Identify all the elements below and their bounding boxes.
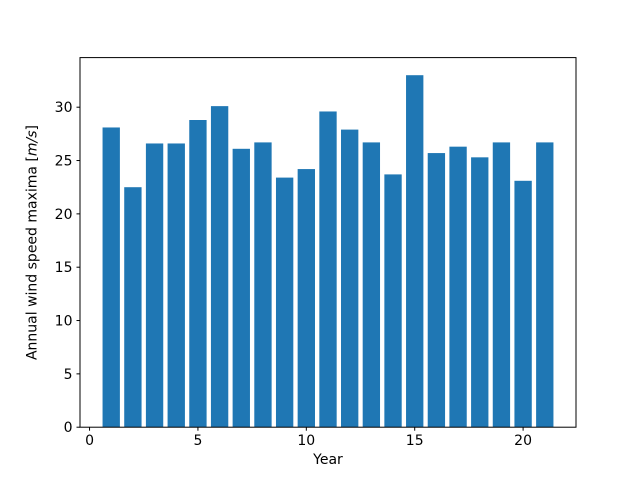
bar-year-10 [297,169,315,428]
bar-year-12 [341,129,359,428]
axes-frame [79,57,577,428]
bar-year-1 [102,127,120,428]
bar-year-11 [319,111,337,428]
y-axis-label-text: Annual wind speed maxima [ [24,156,41,361]
y-tick-label-30: 30 [55,100,73,116]
x-tick-label-10: 10 [297,433,315,449]
y-tick-label-0: 0 [64,420,73,436]
bar-year-20 [514,180,532,428]
bar-year-13 [362,142,381,428]
bar-year-3 [145,143,164,428]
y-tick-label-15: 15 [55,260,73,276]
bar-year-2 [124,187,142,428]
bar-year-8 [254,142,272,428]
y-axis-label: Annual wind speed maxima [m/s] [24,58,43,428]
bar-year-6 [210,106,229,428]
y-axis-label-units: m/s [24,130,41,157]
bar-year-18 [471,157,489,428]
x-axis-label: Year [313,452,343,468]
bar-year-5 [189,120,207,428]
bar-year-15 [406,75,424,428]
x-tick-label-0: 0 [85,433,94,449]
x-tick-label-15: 15 [406,433,424,449]
bar-year-16 [427,153,446,428]
bar-year-4 [167,143,185,428]
bar-year-17 [449,146,467,428]
y-tick-label-5: 5 [64,367,73,383]
y-tick-label-10: 10 [55,314,73,330]
x-tick-label-5: 5 [193,433,202,449]
bar-year-9 [275,177,294,428]
bar-year-19 [492,142,511,428]
bar-year-14 [384,174,402,428]
x-tick-label-20: 20 [514,433,532,449]
y-tick-label-25: 25 [55,154,73,170]
bar-year-21 [536,142,554,428]
y-tick-label-20: 20 [55,207,73,223]
bar-year-7 [232,148,250,428]
y-axis-label-bracket: ] [24,124,41,131]
